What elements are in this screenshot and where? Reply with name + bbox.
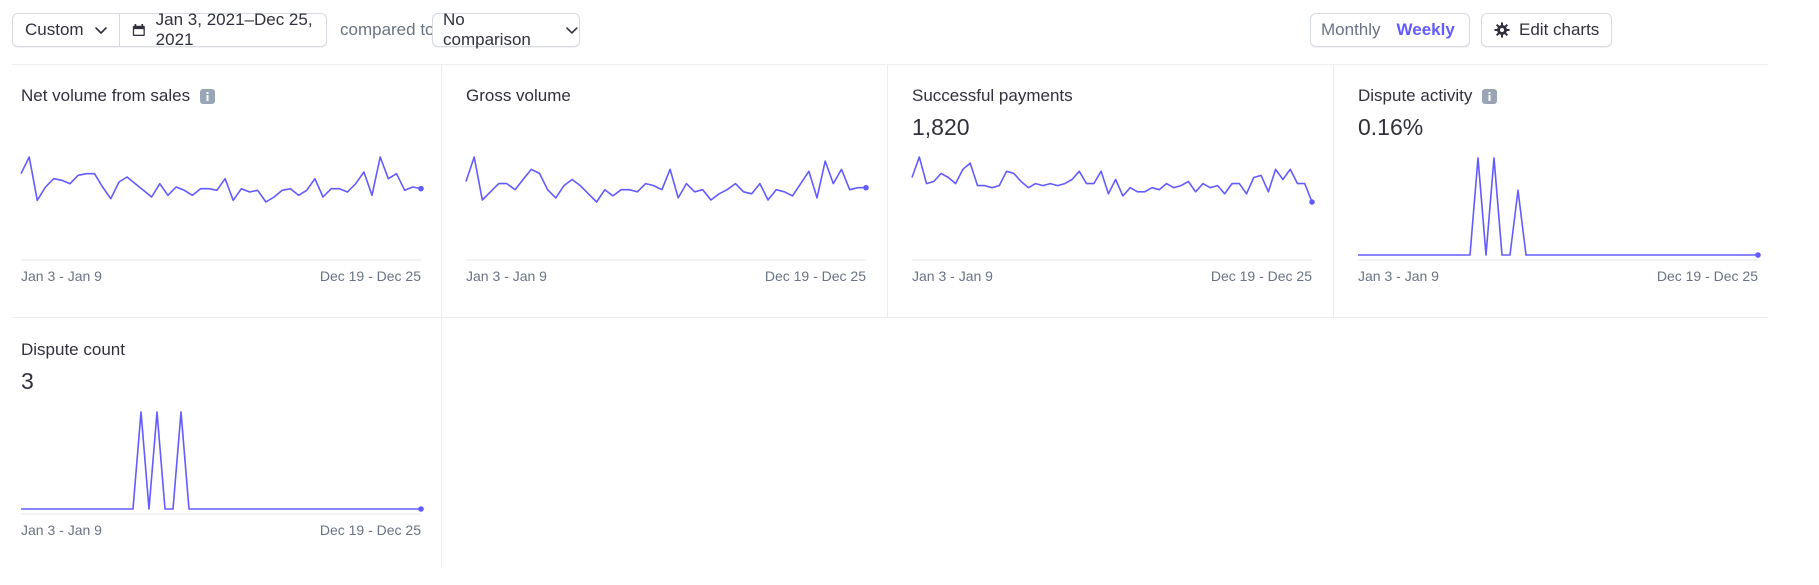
grid-col-divider	[1333, 64, 1334, 317]
series-line	[465, 156, 866, 203]
gear-icon	[1494, 22, 1510, 38]
last-point-marker	[418, 185, 424, 192]
chevron-down-icon	[94, 27, 107, 34]
card-title-text: Dispute activity	[1358, 86, 1473, 105]
info-icon[interactable]	[1482, 88, 1498, 104]
card-title: Dispute count	[21, 340, 125, 360]
sparkline-chart	[911, 156, 1315, 261]
sparkline-chart	[1358, 157, 1761, 261]
comparison-dropdown[interactable]: No comparison	[432, 10, 580, 49]
series-line	[21, 411, 421, 510]
grid-row-divider	[12, 317, 1768, 318]
range-preset-dropdown[interactable]: Custom	[12, 13, 120, 47]
last-point-marker	[1755, 252, 1761, 258]
range-preset-label: Custom	[25, 20, 84, 39]
x-axis-end-label: Dec 19 - Dec 25	[319, 522, 421, 538]
card-title: Net volume from sales	[21, 86, 216, 106]
last-point-marker	[418, 506, 424, 512]
grid-col-divider	[441, 64, 442, 317]
chart-card-successful-payments[interactable]: Successful payments 1,820 Jan 3 - Jan 9 …	[903, 64, 1349, 314]
card-title-text: Successful payments	[912, 86, 1073, 105]
x-axis-start-label: Jan 3 - Jan 9	[466, 268, 547, 284]
sparkline-chart	[21, 411, 424, 515]
sparkline-chart	[20, 156, 424, 261]
edit-charts-label: Edit charts	[1519, 20, 1600, 39]
x-axis-end-label: Dec 19 - Dec 25	[764, 268, 866, 284]
x-axis-start-label: Jan 3 - Jan 9	[912, 268, 993, 284]
x-axis-end-label: Dec 19 - Dec 25	[1656, 268, 1758, 284]
card-title-text: Net volume from sales	[21, 86, 191, 105]
x-axis-start-label: Jan 3 - Jan 9	[1358, 268, 1439, 284]
comparison-label: No comparison	[443, 10, 531, 49]
chart-card-dispute-count[interactable]: Dispute count 3 Jan 3 - Jan 9 Dec 19 - D…	[12, 318, 458, 568]
card-value: 1,820	[912, 114, 970, 140]
series-line	[911, 156, 1313, 203]
sparkline-chart	[465, 156, 869, 261]
period-monthly-option[interactable]: Monthly	[1321, 20, 1381, 39]
last-point-marker	[863, 184, 869, 191]
chart-card-gross-volume[interactable]: Gross volume Jan 3 - Jan 9 Dec 19 - Dec …	[457, 64, 903, 314]
last-point-marker	[1309, 199, 1315, 205]
info-icon[interactable]	[200, 88, 216, 104]
report-toolbar: Custom Jan 3, 2021–Dec 25, 2021 compared…	[12, 10, 1819, 49]
card-title-text: Dispute count	[21, 340, 125, 359]
compared-to-label: compared to	[340, 20, 435, 39]
chevron-down-icon	[566, 27, 578, 34]
chart-card-dispute-activity[interactable]: Dispute activity 0.16% Jan 3 - Jan 9 Dec…	[1349, 64, 1795, 314]
grid-top-divider	[12, 64, 1768, 65]
series-line	[20, 156, 422, 203]
x-axis-end-label: Dec 19 - Dec 25	[319, 268, 421, 284]
card-title: Dispute activity	[1358, 86, 1498, 106]
date-range-label: Jan 3, 2021–Dec 25, 2021	[155, 10, 313, 49]
x-axis-end-label: Dec 19 - Dec 25	[1210, 268, 1312, 284]
x-axis-start-label: Jan 3 - Jan 9	[21, 268, 102, 284]
date-range-picker[interactable]: Jan 3, 2021–Dec 25, 2021	[120, 10, 327, 49]
card-title: Successful payments	[912, 86, 1073, 106]
period-weekly-option[interactable]: Weekly	[1396, 20, 1455, 39]
card-value: 3	[21, 368, 34, 394]
x-axis-start-label: Jan 3 - Jan 9	[21, 522, 102, 538]
grid-col-divider	[887, 64, 888, 317]
series-line	[1358, 157, 1758, 256]
card-title: Gross volume	[466, 86, 571, 106]
card-title-text: Gross volume	[466, 86, 571, 105]
period-toggle: Monthly Weekly	[1310, 13, 1470, 47]
calendar-icon	[132, 24, 145, 36]
grid-col-divider	[441, 318, 442, 568]
card-value: 0.16%	[1358, 114, 1424, 140]
edit-charts-button[interactable]: Edit charts	[1481, 13, 1612, 47]
chart-card-net-volume[interactable]: Net volume from sales Jan 3 - Jan 9 Dec …	[12, 64, 458, 314]
